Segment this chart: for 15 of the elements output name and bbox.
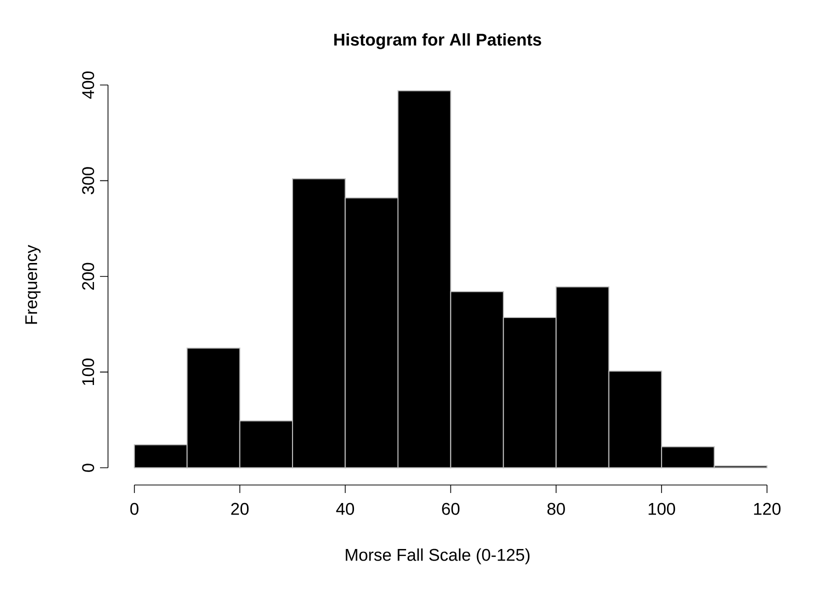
- y-tick-label: 100: [82, 358, 94, 385]
- x-tick-label: 80: [547, 502, 565, 515]
- y-tick-label: 300: [82, 167, 94, 194]
- x-axis-title: Morse Fall Scale (0-125): [346, 548, 530, 564]
- x-tick-label: 40: [336, 502, 354, 515]
- x-tick-label: 0: [130, 502, 138, 515]
- x-tick-label: 60: [442, 502, 460, 515]
- y-tick-label: 0: [82, 464, 94, 472]
- y-tick-label: 400: [82, 71, 94, 99]
- chart-title: Histogram for All Patients: [334, 33, 542, 50]
- y-axis-title: Frequency: [25, 244, 41, 324]
- y-tick-label: 200: [82, 262, 94, 290]
- x-tick-label: 120: [754, 502, 781, 515]
- x-tick-label: 100: [648, 502, 676, 515]
- x-tick-label: 20: [231, 502, 249, 515]
